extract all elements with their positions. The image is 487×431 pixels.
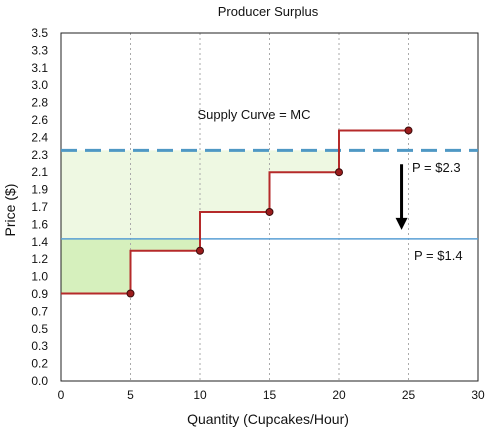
plot-frame-rect — [60, 32, 479, 382]
vertical-gridlines — [130, 33, 409, 381]
x-tick-label-25: 25 — [402, 388, 416, 402]
y-tick-label-20: 3.5 — [31, 26, 48, 40]
supply-point-10 — [196, 246, 204, 255]
y-tick-label-16: 2.8 — [31, 96, 48, 110]
supply-point-20 — [335, 168, 343, 177]
tick-labels: 0 5 10 15 20 25 30 0.0 0.2 0.3 0.5 0.7 0.9 1.0 1.2 1.4 1… — [31, 26, 485, 402]
y-tick-label-2: 0.3 — [31, 339, 48, 353]
y-tick-label-6: 1.0 — [31, 270, 48, 284]
y-tick-label-14: 2.4 — [31, 130, 48, 144]
y-tick-label-17: 3.0 — [31, 78, 48, 92]
y-tick-label-5: 0.9 — [31, 287, 48, 301]
y-tick-label-4: 0.7 — [31, 304, 48, 318]
supply-point-25 — [404, 126, 413, 135]
supply-point-15 — [265, 207, 274, 216]
y-tick-label-1: 0.2 — [31, 357, 48, 371]
price-lines — [61, 148, 478, 240]
supply-curve-label: Supply Curve = MC — [197, 107, 310, 122]
down-arrow-head — [395, 217, 408, 230]
annotations: Supply Curve = MC P = $2.3 P = $1.4 — [197, 107, 462, 263]
y-axis-label: Price ($) — [2, 184, 18, 237]
x-tick-label-0: 0 — [58, 388, 65, 402]
x-tick-label-15: 15 — [263, 388, 277, 402]
price-high-label: P = $2.3 — [412, 160, 461, 175]
y-tick-label-8: 1.4 — [31, 235, 48, 249]
supply-points — [126, 126, 413, 298]
x-tick-label-20: 20 — [332, 388, 346, 402]
supply-point-5 — [126, 289, 135, 298]
x-tick-label-10: 10 — [193, 388, 207, 402]
y-tick-label-18: 3.1 — [31, 61, 48, 75]
x-axis-label: Quantity (Cupcakes/Hour) — [187, 411, 349, 427]
x-tick-label-30: 30 — [471, 388, 485, 402]
x-tick-label-5: 5 — [127, 388, 134, 402]
y-tick-label-11: 1.9 — [31, 183, 48, 197]
y-tick-label-10: 1.7 — [31, 200, 48, 214]
y-tick-label-15: 2.6 — [31, 113, 48, 127]
y-tick-label-12: 2.1 — [31, 165, 48, 179]
y-tick-label-9: 1.6 — [31, 217, 48, 231]
y-tick-label-19: 3.3 — [31, 43, 48, 57]
y-tick-label-7: 1.2 — [31, 252, 48, 266]
y-tick-label-13: 2.3 — [31, 148, 48, 162]
supply-curve — [61, 129, 409, 295]
price-low-label: P = $1.4 — [414, 248, 463, 263]
supply-step-line — [61, 129, 409, 295]
chart-title: Producer Surplus — [218, 4, 319, 19]
y-tick-label-0: 0.0 — [31, 374, 48, 388]
plot-frame — [60, 32, 479, 382]
y-tick-label-3: 0.5 — [31, 322, 48, 336]
